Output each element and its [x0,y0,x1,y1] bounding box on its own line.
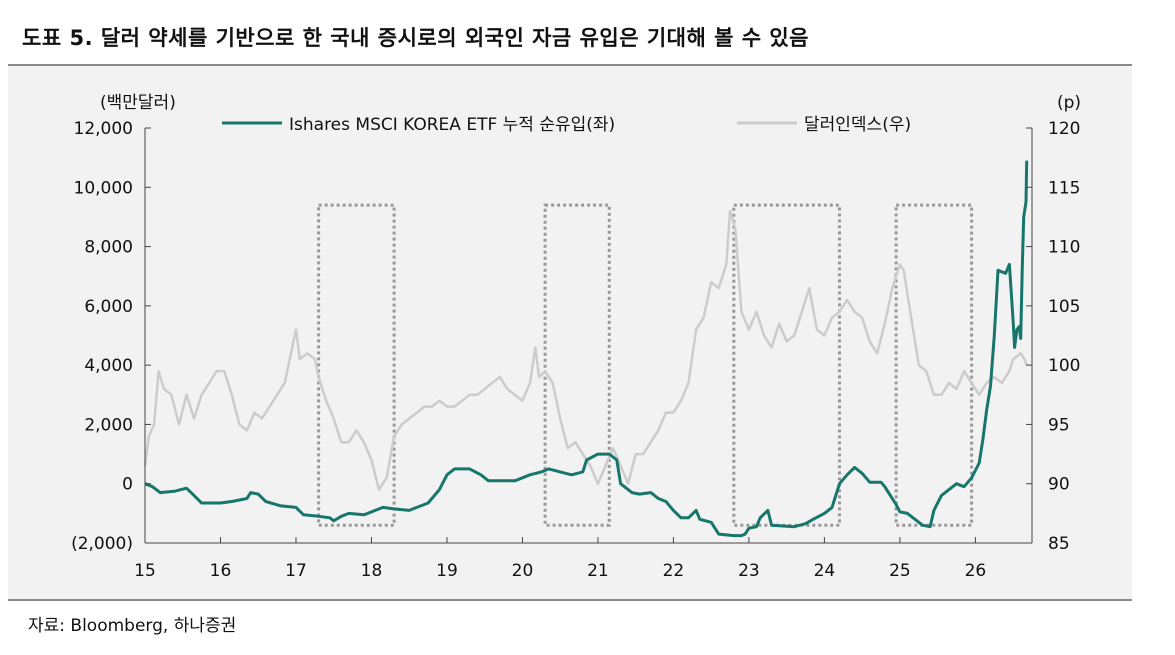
chart-area [8,66,1132,599]
x-tick-label: 26 [965,561,987,581]
left-tick-label: 4,000 [84,356,133,376]
right-tick-label: 105 [1048,297,1080,317]
x-tick-label: 21 [587,561,609,581]
highlight-box-3 [732,203,842,527]
series-line-etf-flow [144,160,1029,538]
right-tick-label: 110 [1048,238,1080,258]
left-axis-unit: (백만달러) [100,93,176,113]
left-tick-label: (2,000) [71,534,133,554]
x-tick-label: 16 [210,561,232,581]
right-tick-label: 100 [1048,356,1080,376]
top-rule [8,64,1132,66]
left-tick-label: 10,000 [74,178,133,198]
right-tick-label: 115 [1048,178,1080,198]
x-tick-label: 20 [512,561,534,581]
left-tick-label: 6,000 [84,297,133,317]
left-tick-label: 2,000 [84,415,133,435]
left-tick-label: 12,000 [74,119,133,139]
highlight-box-4 [894,203,974,527]
source-note: 자료: Bloomberg, 하나증권 [28,616,237,636]
x-tick-label: 17 [285,561,307,581]
bottom-rule [8,599,1132,601]
right-tick-label: 95 [1048,415,1070,435]
legend-label-etf-flow: Ishares MSCI KOREA ETF 누적 순유입(좌) [289,115,615,135]
highlight-box-2 [543,203,611,527]
x-tick-label: 25 [889,561,911,581]
legend-label-dollar-index: 달러인덱스(우) [804,115,911,135]
right-tick-label: 85 [1048,534,1070,554]
series-line-dollar-index [143,209,1028,491]
left-tick-label: 0 [122,475,133,495]
left-tick-label: 8,000 [84,238,133,258]
x-tick-label: 23 [738,561,760,581]
x-tick-label: 19 [436,561,458,581]
right-tick-label: 90 [1048,475,1070,495]
x-tick-label: 18 [361,561,383,581]
right-tick-label: 120 [1048,119,1080,139]
right-axis-unit: (p) [1057,93,1081,113]
highlight-box-1 [317,203,396,527]
x-tick-label: 24 [814,561,836,581]
chart-title: 도표 5. 달러 약세를 기반으로 한 국내 증시로의 외국인 자금 유입은 기… [22,26,810,50]
x-tick-label: 22 [663,561,685,581]
x-tick-label: 15 [134,561,156,581]
